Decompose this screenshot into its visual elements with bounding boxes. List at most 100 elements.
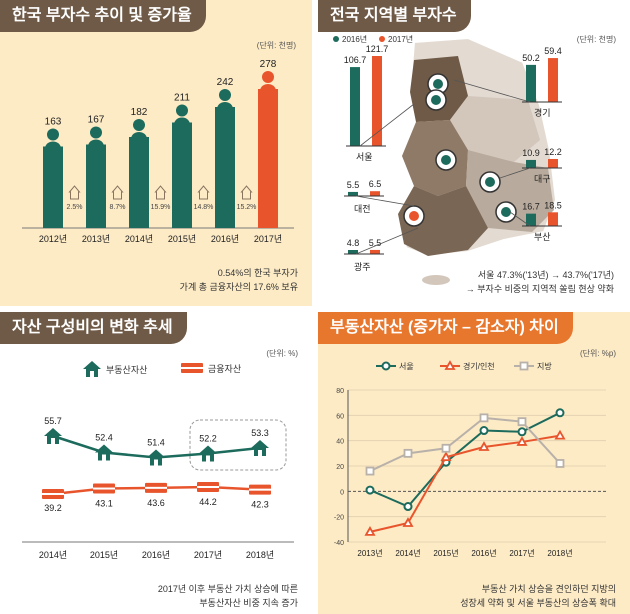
bar-2016년 bbox=[215, 107, 235, 228]
value-label: 43.6 bbox=[147, 498, 165, 508]
growth-arrow-icon bbox=[197, 185, 210, 200]
note-line-1: 서울 47.3%('13년) → 43.7%('17년) bbox=[477, 270, 614, 280]
growth-arrow-icon bbox=[240, 185, 253, 200]
point-marker bbox=[402, 517, 414, 527]
tick-label: 2016년 bbox=[211, 234, 239, 244]
connector-line bbox=[359, 103, 415, 147]
legend-money-icon-band bbox=[181, 367, 203, 369]
note-line-1: 0.54%의 한국 부자가 bbox=[217, 268, 298, 278]
y-tick-label: 80 bbox=[336, 388, 344, 395]
point-marker bbox=[516, 436, 528, 446]
value-label: 4.8 bbox=[347, 238, 360, 248]
region-jeju bbox=[422, 275, 450, 285]
point-marker bbox=[478, 441, 490, 451]
tick-label: 2013년 bbox=[82, 234, 110, 244]
point-marker bbox=[479, 413, 489, 423]
y-tick-label: 60 bbox=[336, 413, 344, 420]
y-tick-label: 40 bbox=[336, 439, 344, 446]
tick-label: 2016년 bbox=[471, 548, 496, 558]
value-label: 55.7 bbox=[44, 416, 62, 426]
panel-title: 전국 지역별 부자수 bbox=[318, 0, 471, 32]
map-pin-emblem-icon bbox=[433, 79, 443, 89]
bar-대구-2016 bbox=[526, 159, 536, 168]
bar-3-head-icon bbox=[176, 104, 188, 117]
tick-label: 2017년 bbox=[254, 234, 282, 244]
point-house-icon-door bbox=[51, 438, 55, 444]
value-label: 5.5 bbox=[347, 180, 360, 190]
panel-asset-composition: 자산 구성비의 변화 추세 (단위: %) 부동산자산 금융자산 55.7 52.4 5… bbox=[0, 312, 312, 614]
point-marker bbox=[365, 485, 375, 495]
map-pin-emblem-icon bbox=[441, 155, 451, 165]
value-label: 163 bbox=[45, 117, 62, 128]
legend-label: 경기/인천 bbox=[463, 361, 495, 371]
bar-부산-2017 bbox=[548, 212, 558, 226]
bar-0-shoulders-icon bbox=[44, 141, 62, 155]
y-tick-label: 20 bbox=[336, 464, 344, 471]
bar-경기-2017 bbox=[548, 58, 558, 102]
growth-rate-label: 15.2% bbox=[237, 204, 257, 211]
map-pin-emblem-icon bbox=[431, 95, 441, 105]
point-marker bbox=[555, 459, 565, 468]
value-label: 18.5 bbox=[544, 200, 562, 210]
bar-부산-2016 bbox=[526, 213, 536, 226]
legend-marker-circle bbox=[381, 361, 391, 371]
value-label: 106.7 bbox=[344, 55, 367, 65]
region-label: 대전 bbox=[354, 204, 371, 214]
note-line-2: 가계 총 금융자산의 17.6% 보유 bbox=[179, 282, 298, 292]
y-tick-label: -40 bbox=[334, 540, 344, 547]
value-label: 52.2 bbox=[199, 434, 217, 444]
y-tick-label: -20 bbox=[334, 515, 344, 522]
tick-label: 2012년 bbox=[39, 234, 67, 244]
growth-rate-label: 2.5% bbox=[67, 204, 83, 211]
bar-2013년 bbox=[86, 144, 106, 228]
line-chart: 서울 경기/인천 지방 80 60 40 20 0 -20 -40 2013년 2014년 2015년 2… bbox=[334, 360, 606, 558]
growth-arrow-icon bbox=[154, 185, 167, 200]
value-label: 42.3 bbox=[251, 500, 269, 510]
legend-marker-square bbox=[519, 361, 529, 371]
value-label: 16.7 bbox=[522, 202, 540, 212]
growth-rate-label: 15.9% bbox=[151, 204, 171, 211]
region-label: 대구 bbox=[534, 174, 551, 184]
connector-line bbox=[453, 79, 531, 103]
value-label: 51.4 bbox=[147, 438, 165, 448]
tick-label: 2013년 bbox=[357, 548, 382, 558]
region-label: 광주 bbox=[354, 261, 371, 272]
point-house-icon-door bbox=[154, 459, 158, 466]
line-chart: 부동산자산 금융자산 55.7 52.4 51.4 52.2 53.3 39.2 43.1 43.… bbox=[22, 361, 294, 560]
bar-5-shoulders-icon bbox=[259, 84, 277, 97]
growth-arrow-icon bbox=[111, 185, 124, 200]
point-money-icon-band bbox=[249, 488, 271, 491]
legend-marker-triangle bbox=[444, 360, 456, 370]
value-label: 53.3 bbox=[251, 428, 269, 438]
point-marker bbox=[364, 526, 376, 536]
value-label: 211 bbox=[174, 93, 190, 104]
value-label: 12.2 bbox=[544, 147, 562, 157]
region-jeolla bbox=[398, 186, 488, 256]
tick-label: 2015년 bbox=[90, 550, 118, 560]
value-label: 10.9 bbox=[522, 148, 540, 158]
point-money-icon-band bbox=[42, 493, 64, 495]
growth-arrow-icon bbox=[68, 185, 81, 200]
point-marker bbox=[365, 466, 375, 476]
connector-line bbox=[499, 167, 531, 179]
map-pin-emblem-icon bbox=[485, 177, 495, 187]
note-line-1: 2017년 이후 부동산 가치 상승에 따른 bbox=[157, 584, 298, 594]
point-money-icon-band bbox=[197, 486, 219, 488]
unit-label: (단위: 천명) bbox=[256, 41, 296, 50]
growth-rate-label: 8.7% bbox=[110, 204, 126, 211]
bar-5-head-icon bbox=[262, 71, 274, 83]
tick-label: 2018년 bbox=[246, 550, 274, 560]
panel-note: 부동산 가치 상승을 견인하던 지방의 성장세 약화 및 서울 부동산의 상승폭… bbox=[460, 582, 616, 610]
connector-line bbox=[355, 195, 415, 207]
panel-title: 부동산자산 (증가자 – 감소자) 차이 bbox=[318, 312, 573, 344]
bar-1-head-icon bbox=[90, 126, 102, 139]
point-house-icon-door bbox=[206, 455, 210, 462]
value-label: 43.1 bbox=[95, 499, 113, 509]
point-house-icon bbox=[44, 428, 62, 444]
note-line-1: 부동산 가치 상승을 견인하던 지방의 bbox=[481, 584, 616, 594]
tick-label: 2014년 bbox=[125, 234, 153, 244]
bar-경기-2016 bbox=[526, 64, 536, 102]
legend-label: 지방 bbox=[537, 361, 552, 371]
tick-label: 2014년 bbox=[395, 548, 420, 558]
